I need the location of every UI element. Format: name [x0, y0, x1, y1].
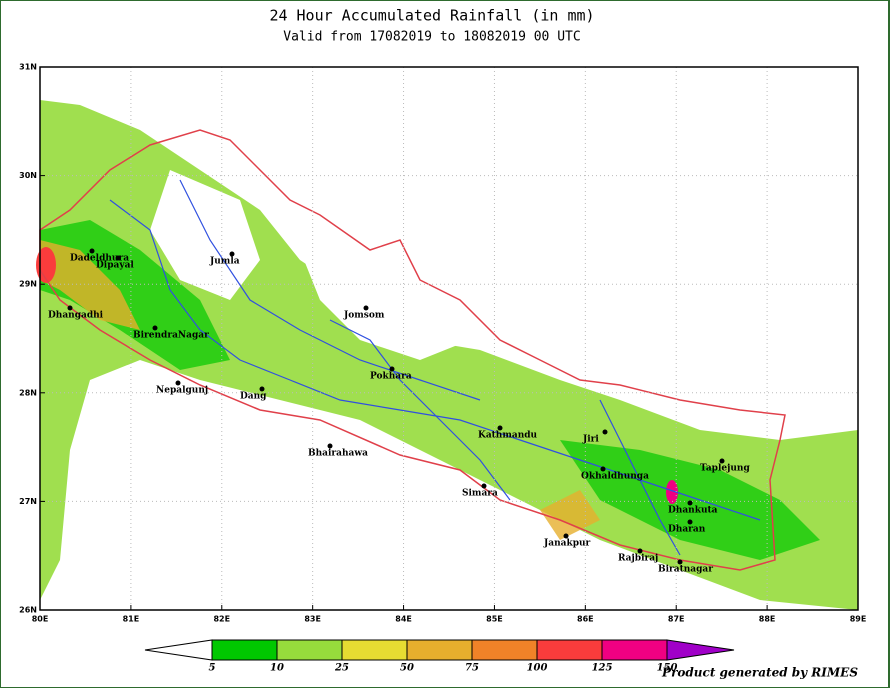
city-label: Dhangadhi	[48, 311, 104, 321]
x-tick-label: 86E	[577, 615, 594, 624]
city-label: Bhairahawa	[308, 449, 368, 459]
city-label: Nepalgunj	[156, 386, 208, 396]
city-dot	[115, 255, 121, 261]
subtitle: Valid from 17082019 to 18082019 00 UTC	[283, 30, 580, 45]
x-tick-label: 82E	[213, 615, 230, 624]
district-border	[179, 179, 481, 401]
city-label: Dharan	[668, 525, 706, 535]
city-label: Simara	[462, 489, 498, 499]
city-dot	[89, 248, 95, 254]
colorbar-swatch	[211, 639, 278, 661]
title: 24 Hour Accumulated Rainfall (in mm)	[269, 7, 594, 25]
city-dot	[600, 466, 606, 472]
city-label: Taplejung	[700, 464, 750, 474]
country-border	[39, 129, 786, 571]
y-tick-label: 26N	[19, 606, 37, 615]
rain-field	[36, 100, 858, 610]
city-dot	[719, 458, 725, 464]
city-dot	[152, 325, 158, 331]
district-border	[329, 319, 511, 501]
x-tick-label: 84E	[395, 615, 412, 624]
colorbar-swatch	[536, 639, 603, 661]
x-tick-label: 87E	[668, 615, 685, 624]
colorbar-label: 125	[592, 663, 613, 674]
city-label: Pokhara	[370, 372, 412, 382]
city-label: Rajbiraj	[618, 554, 658, 564]
city-label: Jomsom	[343, 311, 385, 321]
city-dot	[677, 559, 683, 565]
colorbar-label: 75	[465, 663, 479, 674]
colorbar-label: 100	[527, 663, 548, 674]
city-label: Dipayal	[96, 261, 134, 271]
x-tick-label: 89E	[850, 615, 867, 624]
district-borders	[109, 179, 761, 556]
y-tick-label: 28N	[19, 388, 37, 397]
colorbar-swatch	[341, 639, 408, 661]
city-label: Dang	[240, 392, 267, 402]
rain-area-red	[36, 247, 56, 283]
colorbar-swatch	[601, 639, 668, 661]
x-tick-label: 85E	[486, 615, 503, 624]
rain-area-magenta	[666, 480, 678, 504]
y-tick-label: 31N	[19, 63, 37, 72]
city-dot	[481, 483, 487, 489]
district-border	[599, 399, 681, 556]
city-dot	[687, 500, 693, 506]
city-dot	[363, 305, 369, 311]
x-tick-label: 80E	[32, 615, 49, 624]
colorbar-label: 10	[270, 663, 284, 674]
city-label: Janakpur	[543, 539, 591, 549]
city-dot	[327, 443, 333, 449]
city-label: Jumla	[209, 257, 240, 267]
colorbar-swatch	[276, 639, 343, 661]
y-tick-label: 30N	[19, 171, 37, 180]
x-tick-label: 83E	[304, 615, 321, 624]
map-frame	[39, 66, 859, 611]
colorbar-label: 150	[657, 663, 678, 674]
x-tick-label: 88E	[759, 615, 776, 624]
city-dot	[229, 251, 235, 257]
city-label: Okhaldhunga	[581, 472, 649, 482]
rain-area-orange	[40, 240, 140, 330]
colorbar-label: 25	[334, 663, 349, 674]
dry-area	[150, 170, 260, 300]
city-dot	[259, 386, 265, 392]
city-dot	[175, 380, 181, 386]
district-border	[109, 199, 761, 521]
x-tick-label: 81E	[123, 615, 140, 624]
colorbar-label: 5	[209, 663, 216, 674]
rain-area-green	[560, 440, 820, 560]
city-dot	[389, 366, 395, 372]
city-dot	[637, 548, 643, 554]
colorbar-above	[666, 639, 735, 661]
colorbar-label: 50	[400, 663, 414, 674]
colorbar-swatch	[471, 639, 538, 661]
city-label: Jiri	[582, 435, 599, 445]
y-tick-label: 29N	[19, 280, 37, 289]
city-label: Kathmandu	[478, 431, 538, 441]
city-dot	[602, 429, 608, 435]
city-label: Dadeldhura	[70, 254, 129, 264]
city-label: BirendraNagar	[133, 331, 209, 341]
city-dot	[687, 519, 693, 525]
city-dot	[497, 425, 503, 431]
city-dot	[563, 533, 569, 539]
city-dot	[67, 305, 73, 311]
dry-area	[300, 250, 470, 360]
footer: Product generated by RIMES	[661, 666, 858, 680]
city-label: Dhankuta	[668, 506, 718, 516]
city-label: Biratnagar	[658, 565, 713, 575]
colorbar-swatch	[406, 639, 473, 661]
y-tick-label: 27N	[19, 497, 37, 506]
